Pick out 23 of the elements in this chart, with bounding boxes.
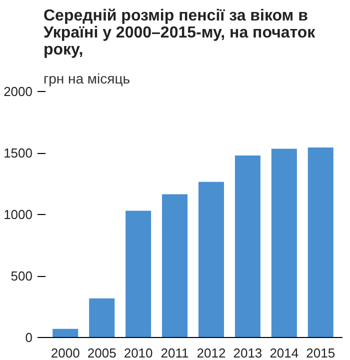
x-tick-label: 2015: [306, 346, 336, 360]
bar: [271, 148, 297, 338]
bar: [52, 328, 78, 338]
bar: [198, 182, 224, 338]
x-tick-label: 2014: [270, 346, 299, 360]
x-tick-label: 2013: [233, 346, 262, 360]
bar: [162, 194, 188, 338]
x-tick-label: 2012: [196, 346, 226, 360]
bar: [234, 155, 260, 338]
y-tick-label: 2000: [4, 84, 32, 99]
y-tick-label: 0: [25, 330, 33, 345]
bar: [308, 147, 334, 338]
x-tick-label: 2010: [124, 346, 153, 360]
y-tick-label: 1000: [4, 207, 32, 222]
chart-subtitle: грн на місяць: [44, 70, 130, 86]
y-tick-label: 500: [10, 268, 33, 284]
x-tick-label: 2011: [160, 346, 189, 360]
chart-title: Середній розмір пенсії за віком в Україні у 2000–2015-му, на початок року,: [44, 8, 316, 58]
x-tick-label: 2000: [50, 346, 80, 360]
bar: [126, 210, 152, 338]
bar: [89, 298, 115, 338]
x-tick-label: 2005: [87, 346, 116, 360]
y-tick-label: 1500: [4, 146, 32, 160]
